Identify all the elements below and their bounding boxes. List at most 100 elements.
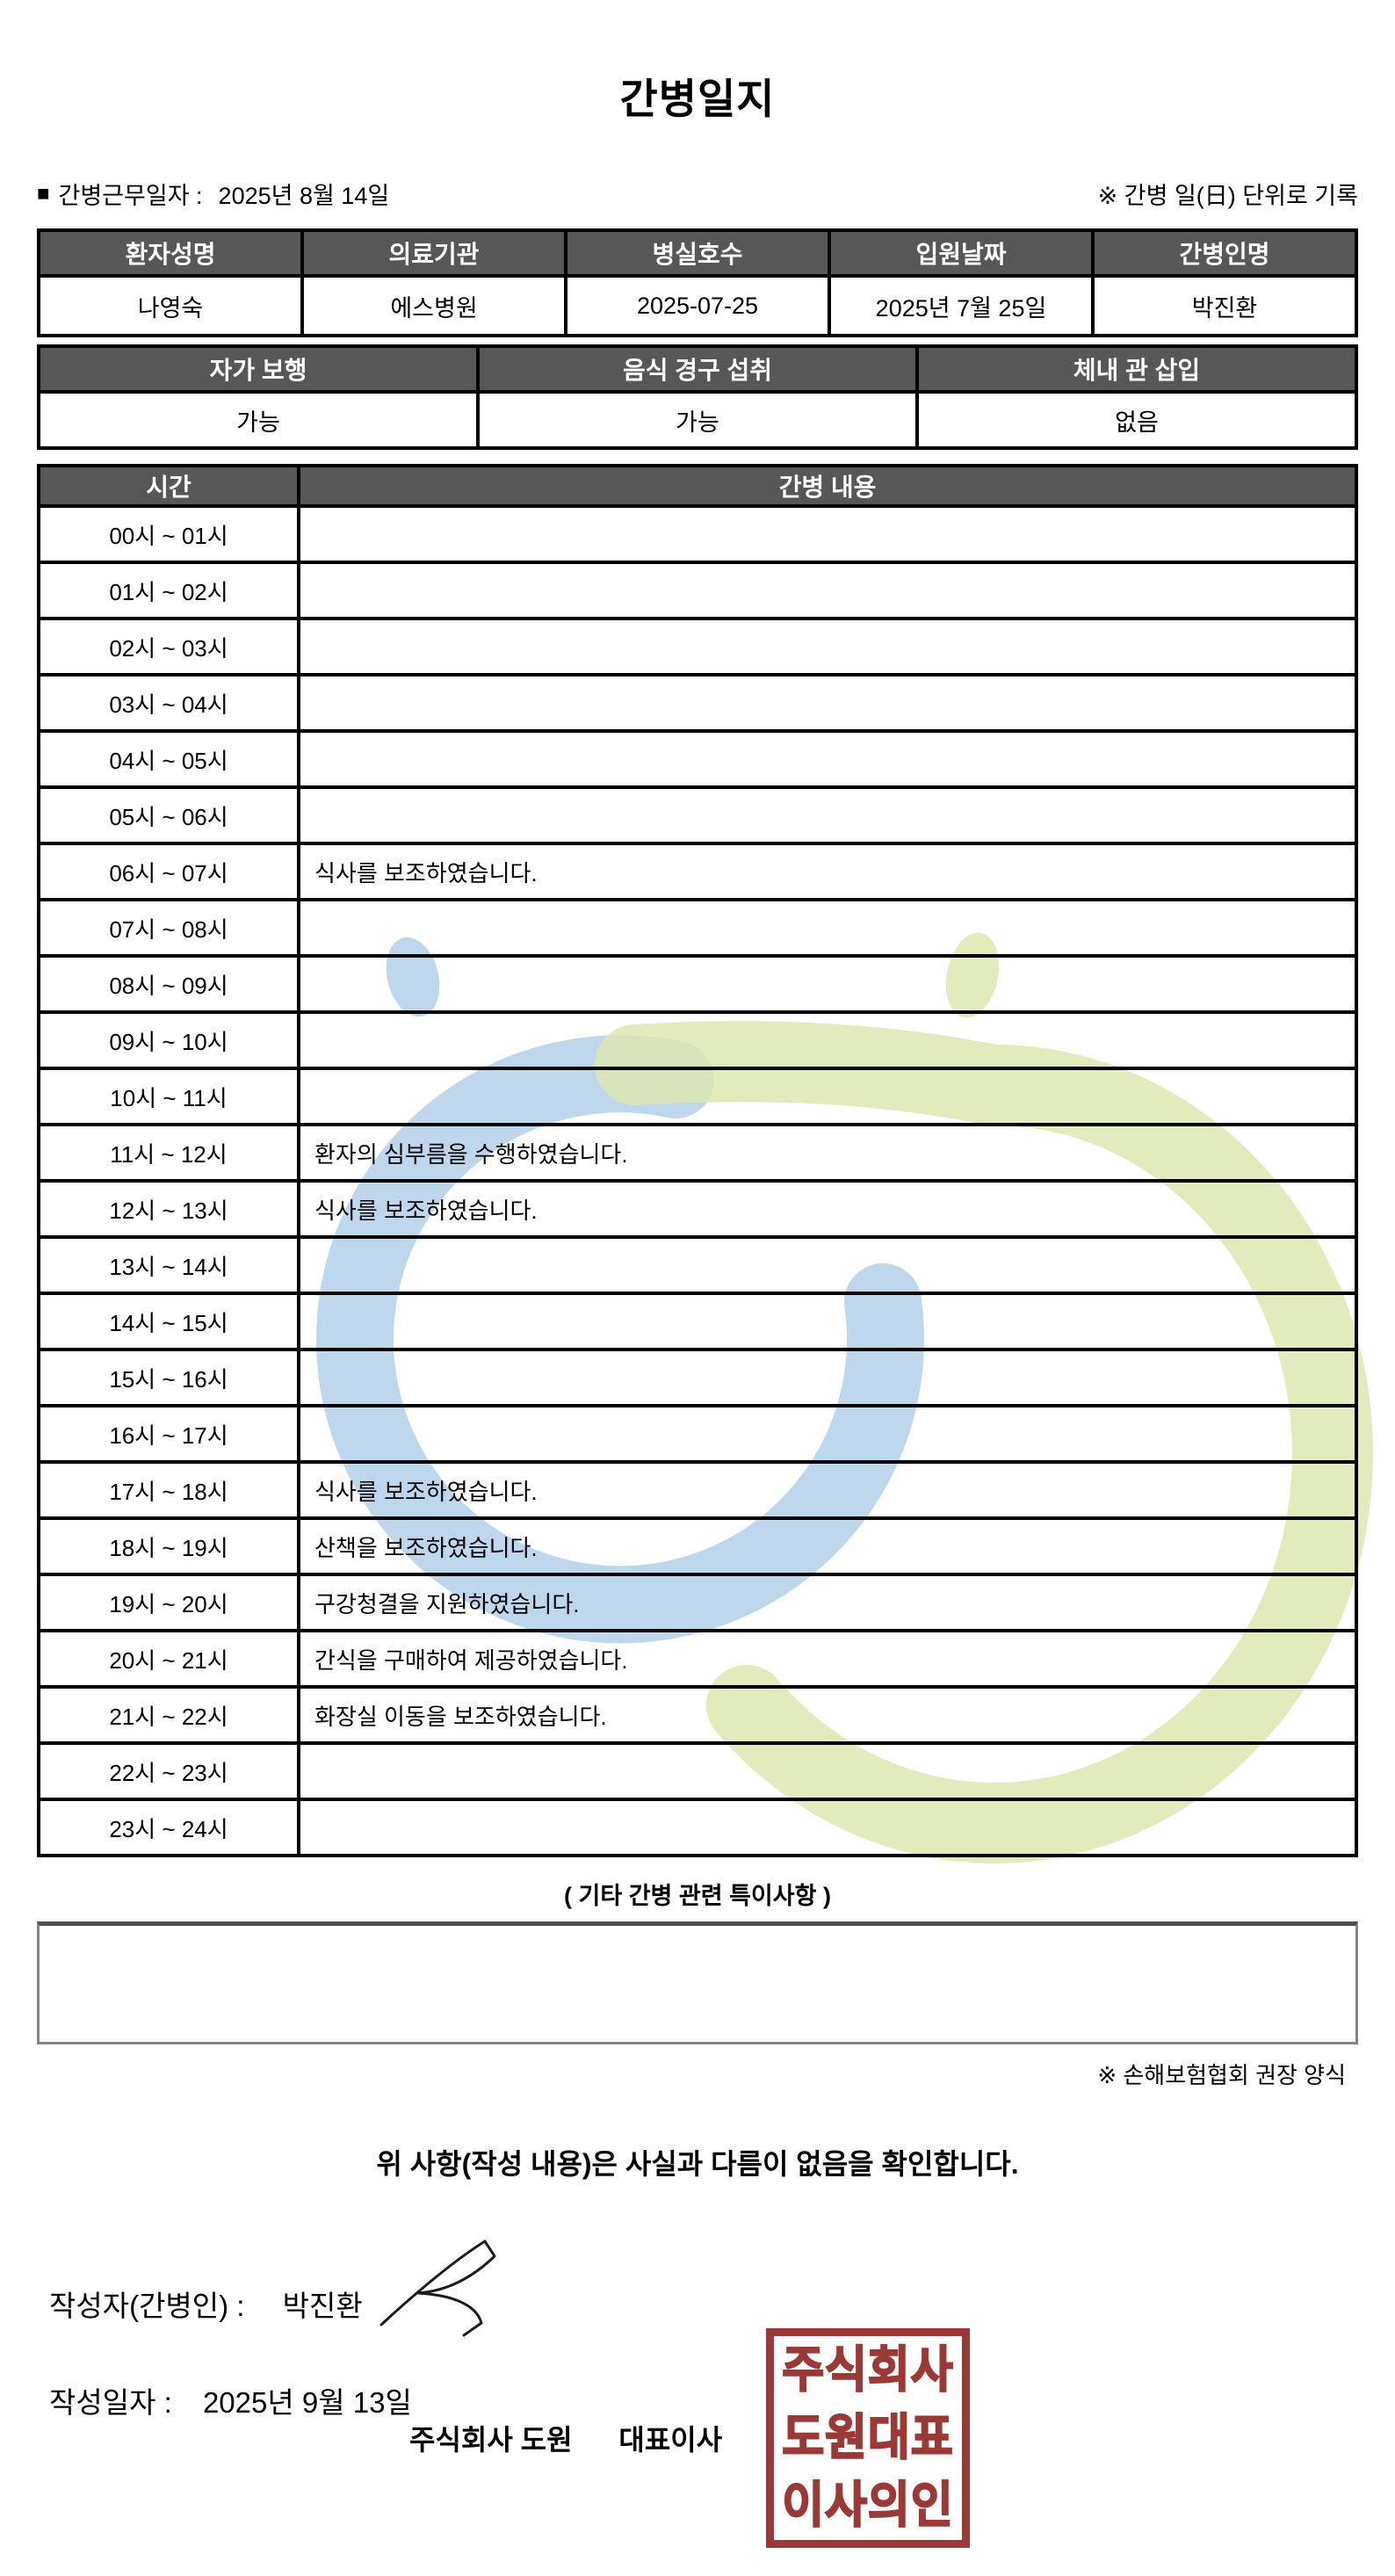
time-cell: 22시 ~ 23시 bbox=[37, 1741, 300, 1801]
internal-tube-value: 없음 bbox=[915, 390, 1358, 450]
time-cell: 14시 ~ 15시 bbox=[37, 1292, 300, 1351]
corporate-seal-stamp: 주식회사 도원대표 이사의인 bbox=[766, 2328, 970, 2548]
time-cell: 16시 ~ 17시 bbox=[37, 1404, 300, 1464]
time-cell: 18시 ~ 19시 bbox=[37, 1516, 300, 1576]
note-cell bbox=[297, 729, 1358, 789]
time-cell: 11시 ~ 12시 bbox=[37, 1123, 300, 1183]
time-cell: 23시 ~ 24시 bbox=[37, 1798, 300, 1857]
timetable-row: 17시 ~ 18시 식사를 보조하였습니다. bbox=[37, 1460, 1358, 1520]
header-time: 시간 bbox=[37, 464, 300, 508]
header-admission-date: 입원날짜 bbox=[828, 228, 1095, 278]
date-label: 작성일자 : bbox=[49, 2386, 172, 2419]
status-value-row: 가능 가능 없음 bbox=[37, 390, 1358, 450]
time-cell: 12시 ~ 13시 bbox=[37, 1179, 300, 1239]
header-self-walking: 자가 보행 bbox=[37, 344, 480, 394]
admission-date: 2025년 7월 25일 bbox=[828, 274, 1095, 337]
note-cell bbox=[297, 785, 1358, 845]
oral-intake-value: 가능 bbox=[476, 390, 919, 450]
medical-institution: 에스병원 bbox=[300, 274, 567, 337]
note-cell bbox=[297, 1292, 1358, 1351]
header-caregiver-name: 간병인명 bbox=[1091, 228, 1358, 278]
self-walking-value: 가능 bbox=[37, 390, 480, 450]
timetable-row: 21시 ~ 22시 화장실 이동을 보조하였습니다. bbox=[37, 1685, 1358, 1745]
note-cell bbox=[297, 1798, 1358, 1857]
header-patient-name: 환자성명 bbox=[37, 228, 304, 278]
timetable-row: 13시 ~ 14시 bbox=[37, 1235, 1358, 1295]
time-cell: 07시 ~ 08시 bbox=[37, 898, 300, 958]
time-cell: 02시 ~ 03시 bbox=[37, 617, 300, 677]
date-line: 작성일자 : 2025년 9월 13일 bbox=[49, 2379, 412, 2421]
note-cell bbox=[297, 898, 1358, 958]
extras-notes-box bbox=[37, 1921, 1358, 2044]
timetable-body: 00시 ~ 01시 01시 ~ 02시 02시 ~ 03시 03시 ~ 04시 … bbox=[37, 504, 1358, 1857]
timetable-row: 00시 ~ 01시 bbox=[37, 504, 1358, 564]
time-cell: 06시 ~ 07시 bbox=[37, 842, 300, 901]
timetable-row: 14시 ~ 15시 bbox=[37, 1292, 1358, 1351]
time-cell: 09시 ~ 10시 bbox=[37, 1010, 300, 1070]
unit-note: ※ 간병 일(日) 단위로 기록 bbox=[1097, 183, 1358, 209]
note-cell bbox=[297, 561, 1358, 620]
patient-info-header-row: 환자성명 의료기관 병실호수 입원날짜 간병인명 bbox=[37, 228, 1358, 278]
patient-name: 나영숙 bbox=[37, 274, 304, 337]
time-cell: 03시 ~ 04시 bbox=[37, 673, 300, 733]
hourly-care-table: 시간 간병 내용 00시 ~ 01시 01시 ~ 02시 02시 ~ 03시 0… bbox=[37, 464, 1358, 1857]
timetable-row: 16시 ~ 17시 bbox=[37, 1404, 1358, 1464]
timetable-row: 07시 ~ 08시 bbox=[37, 898, 1358, 958]
writer-label: 작성자(간병인) : bbox=[49, 2290, 245, 2322]
note-cell: 식사를 보조하였습니다. bbox=[297, 1460, 1358, 1520]
ceo-title: 대표이사 bbox=[618, 2424, 723, 2456]
company-name: 주식회사 도원 bbox=[409, 2424, 573, 2456]
time-cell: 21시 ~ 22시 bbox=[37, 1685, 300, 1745]
time-cell: 20시 ~ 21시 bbox=[37, 1629, 300, 1689]
note-cell: 식사를 보조하였습니다. bbox=[297, 1179, 1358, 1239]
timetable-row: 08시 ~ 09시 bbox=[37, 954, 1358, 1014]
timetable-row: 11시 ~ 12시 환자의 심부름을 수행하였습니다. bbox=[37, 1123, 1358, 1183]
writer-name: 박진환 bbox=[282, 2290, 363, 2322]
time-cell: 13시 ~ 14시 bbox=[37, 1235, 300, 1295]
time-cell: 00시 ~ 01시 bbox=[37, 504, 300, 564]
time-cell: 10시 ~ 11시 bbox=[37, 1067, 300, 1126]
header-care-content: 간병 내용 bbox=[297, 464, 1358, 508]
timetable-row: 15시 ~ 16시 bbox=[37, 1348, 1358, 1407]
confirmation-statement: 위 사항(작성 내용)은 사실과 다름이 없음을 확인합니다. bbox=[376, 2148, 1019, 2180]
writer-line: 작성자(간병인) : 박진환 bbox=[49, 2283, 363, 2325]
note-cell bbox=[297, 1404, 1358, 1464]
header-internal-tube: 체내 관 삽입 bbox=[915, 344, 1358, 394]
extras-heading: ( 기타 간병 관련 특이사항 ) bbox=[564, 1883, 831, 1909]
timetable-row: 09시 ~ 10시 bbox=[37, 1010, 1358, 1070]
stamp-row-3: 이사의인 bbox=[781, 2478, 954, 2535]
patient-info-table: 환자성명 의료기관 병실호수 입원날짜 간병인명 나영숙 에스병원 2025-0… bbox=[37, 228, 1358, 337]
note-cell bbox=[297, 617, 1358, 677]
form-standard-note: ※ 손해보험협회 권장 양식 bbox=[1097, 2062, 1346, 2088]
note-cell bbox=[297, 1235, 1358, 1295]
header-medical-institution: 의료기관 bbox=[300, 228, 567, 278]
time-cell: 08시 ~ 09시 bbox=[37, 954, 300, 1014]
stamp-row-2: 도원대표 bbox=[781, 2410, 954, 2467]
time-cell: 17시 ~ 18시 bbox=[37, 1460, 300, 1520]
timetable-row: 03시 ~ 04시 bbox=[37, 673, 1358, 733]
time-cell: 19시 ~ 20시 bbox=[37, 1573, 300, 1632]
work-date-label: 간병근무일자 : bbox=[58, 183, 203, 209]
note-cell bbox=[297, 1741, 1358, 1801]
meta-row: ■ 간병근무일자 : 2025년 8월 14일 ※ 간병 일(日) 단위로 기록 bbox=[37, 177, 1358, 211]
timetable-row: 23시 ~ 24시 bbox=[37, 1798, 1358, 1857]
caregiver-name: 박진환 bbox=[1091, 274, 1358, 337]
handwritten-signature bbox=[379, 2240, 496, 2337]
note-cell bbox=[297, 954, 1358, 1014]
date-value: 2025년 9월 13일 bbox=[202, 2386, 412, 2419]
status-header-row: 자가 보행 음식 경구 섭취 체내 관 삽입 bbox=[37, 344, 1358, 394]
timetable-row: 19시 ~ 20시 구강청결을 지원하였습니다. bbox=[37, 1573, 1358, 1632]
patient-status-table: 자가 보행 음식 경구 섭취 체내 관 삽입 가능 가능 없음 bbox=[37, 344, 1358, 450]
header-room-number: 병실호수 bbox=[564, 228, 831, 278]
page-title: 간병일지 bbox=[619, 76, 776, 122]
note-cell bbox=[297, 1348, 1358, 1407]
header-oral-intake: 음식 경구 섭취 bbox=[476, 344, 919, 394]
work-date-value: 2025년 8월 14일 bbox=[218, 183, 390, 209]
timetable-row: 12시 ~ 13시 식사를 보조하였습니다. bbox=[37, 1179, 1358, 1239]
note-cell: 산책을 보조하였습니다. bbox=[297, 1516, 1358, 1576]
timetable-row: 20시 ~ 21시 간식을 구매하여 제공하였습니다. bbox=[37, 1629, 1358, 1689]
company-line: 주식회사 도원 대표이사 bbox=[409, 2418, 722, 2458]
timetable-row: 10시 ~ 11시 bbox=[37, 1067, 1358, 1126]
timetable-row: 18시 ~ 19시 산책을 보조하였습니다. bbox=[37, 1516, 1358, 1576]
